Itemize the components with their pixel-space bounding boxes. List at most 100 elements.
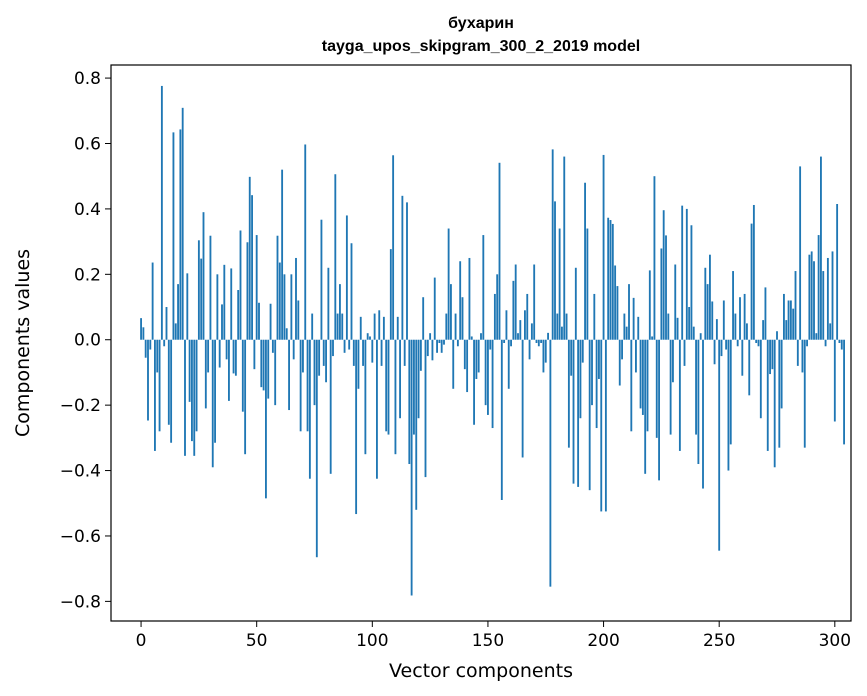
bar-7 xyxy=(156,339,159,373)
bar-9 xyxy=(160,85,163,340)
bar-141 xyxy=(466,339,469,393)
bar-154 xyxy=(496,274,499,340)
bar-135 xyxy=(452,339,455,389)
bar-17 xyxy=(179,129,182,340)
bar-39 xyxy=(230,268,233,340)
bar-107 xyxy=(387,339,390,435)
bar-170 xyxy=(533,264,536,340)
bar-254 xyxy=(727,339,730,471)
bar-40 xyxy=(232,339,235,374)
bar-148 xyxy=(482,235,485,340)
bar-94 xyxy=(357,339,360,389)
bar-0 xyxy=(140,318,142,340)
bar-124 xyxy=(426,339,429,357)
x-tick-label: 100 xyxy=(356,631,388,651)
bar-302 xyxy=(838,339,841,343)
bar-220 xyxy=(648,270,651,340)
bar-304 xyxy=(843,339,845,445)
bar-85 xyxy=(336,313,339,340)
bar-5 xyxy=(151,262,154,340)
bar-231 xyxy=(674,264,677,340)
bar-269 xyxy=(762,320,765,340)
y-tick-label: −0.6 xyxy=(60,527,101,547)
bar-241 xyxy=(697,339,700,465)
bar-58 xyxy=(274,339,277,406)
bar-82 xyxy=(329,339,332,474)
bar-196 xyxy=(593,293,596,340)
plot-frame xyxy=(110,64,852,622)
bar-248 xyxy=(713,339,716,365)
bar-286 xyxy=(801,339,804,373)
bar-289 xyxy=(808,254,811,340)
bar-250 xyxy=(718,339,721,551)
bar-212 xyxy=(630,339,633,432)
bar-279 xyxy=(785,320,788,340)
bar-81 xyxy=(327,267,330,340)
bar-153 xyxy=(493,293,496,340)
bar-284 xyxy=(796,339,799,366)
bar-234 xyxy=(681,205,684,340)
chart-title-line2: tayga_upos_skipgram_300_2_2019 model xyxy=(322,38,640,55)
bar-194 xyxy=(588,339,591,491)
bar-90 xyxy=(348,339,351,350)
bar-260 xyxy=(741,339,744,376)
bar-61 xyxy=(281,169,284,340)
bar-185 xyxy=(567,339,570,448)
bar-256 xyxy=(732,271,734,340)
bar-52 xyxy=(260,339,263,388)
bar-146 xyxy=(477,339,480,373)
x-tick-label: 50 xyxy=(246,631,268,651)
bar-121 xyxy=(419,339,422,371)
y-tick-label: 0.0 xyxy=(74,331,101,351)
bar-3 xyxy=(147,339,149,421)
bar-147 xyxy=(480,333,482,340)
bar-41 xyxy=(234,339,237,376)
bar-14 xyxy=(172,132,175,340)
bar-188 xyxy=(574,267,577,340)
y-tick-label: 0.2 xyxy=(74,265,101,285)
bar-195 xyxy=(591,339,593,406)
bar-151 xyxy=(489,339,492,350)
bar-68 xyxy=(297,300,300,340)
bar-268 xyxy=(759,339,762,419)
bar-67 xyxy=(295,257,297,340)
bar-226 xyxy=(662,210,665,340)
bar-206 xyxy=(616,286,619,340)
bar-101 xyxy=(373,313,376,340)
bar-88 xyxy=(343,339,346,353)
bar-238 xyxy=(690,225,693,340)
bar-198 xyxy=(598,339,600,379)
bar-159 xyxy=(507,339,510,389)
bar-105 xyxy=(382,316,385,340)
bar-294 xyxy=(820,156,822,340)
bar-266 xyxy=(755,339,758,343)
bar-255 xyxy=(729,339,732,445)
bar-111 xyxy=(396,316,399,340)
bar-184 xyxy=(565,313,568,340)
bar-29 xyxy=(207,339,210,373)
bar-84 xyxy=(334,174,337,340)
bar-63 xyxy=(285,328,288,340)
bar-239 xyxy=(692,326,695,340)
bar-73 xyxy=(308,339,311,479)
bar-152 xyxy=(491,339,494,429)
bar-253 xyxy=(725,339,728,350)
bar-201 xyxy=(604,339,607,512)
bar-30 xyxy=(209,235,212,340)
bar-53 xyxy=(262,339,265,391)
bar-161 xyxy=(512,280,515,340)
bar-89 xyxy=(345,215,348,340)
bar-130 xyxy=(440,339,443,353)
bar-55 xyxy=(267,339,270,399)
bar-183 xyxy=(563,156,566,340)
bar-37 xyxy=(225,339,228,360)
bar-265 xyxy=(752,204,755,340)
bar-174 xyxy=(542,339,545,373)
bar-267 xyxy=(757,339,760,347)
bar-96 xyxy=(362,339,364,366)
bar-182 xyxy=(561,326,563,340)
bar-162 xyxy=(514,264,517,340)
bar-15 xyxy=(174,323,177,340)
bar-156 xyxy=(500,339,503,500)
